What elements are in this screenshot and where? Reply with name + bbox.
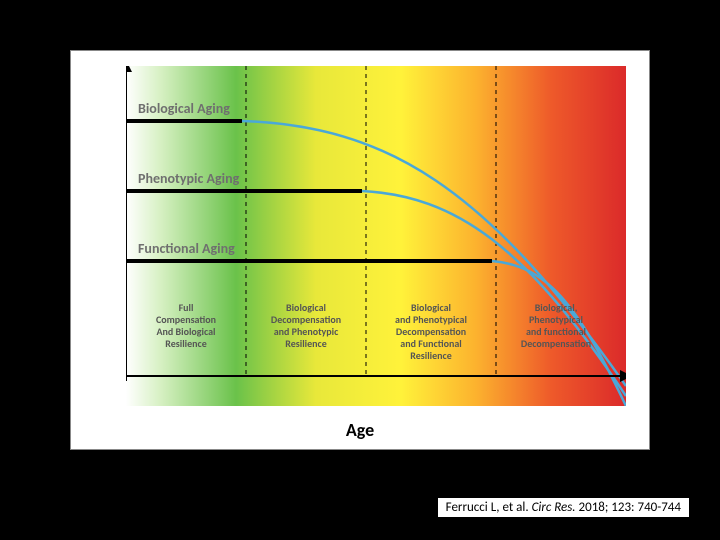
gradient-background — [126, 66, 626, 406]
citation-author: Ferrucci L, et al. — [446, 500, 532, 515]
citation-rest: 2018; 123: 740-744 — [576, 500, 681, 515]
level-label: Functional Aging — [138, 240, 235, 257]
citation-journal: Circ Res. — [532, 500, 576, 515]
level-label: Biological Aging — [138, 100, 230, 117]
level-bar — [126, 259, 492, 263]
level-bar — [126, 189, 362, 193]
aging-figure: Preservation of function Age Biological … — [70, 50, 650, 450]
level-bar — [126, 119, 242, 123]
citation-box: Ferrucci L, et al. Circ Res. 2018; 123: … — [437, 497, 690, 518]
level-label: Phenotypic Aging — [138, 170, 240, 187]
plot-svg: Biological Aging Phenotypic Aging Function… — [126, 66, 626, 406]
x-axis-label: Age — [346, 419, 374, 441]
